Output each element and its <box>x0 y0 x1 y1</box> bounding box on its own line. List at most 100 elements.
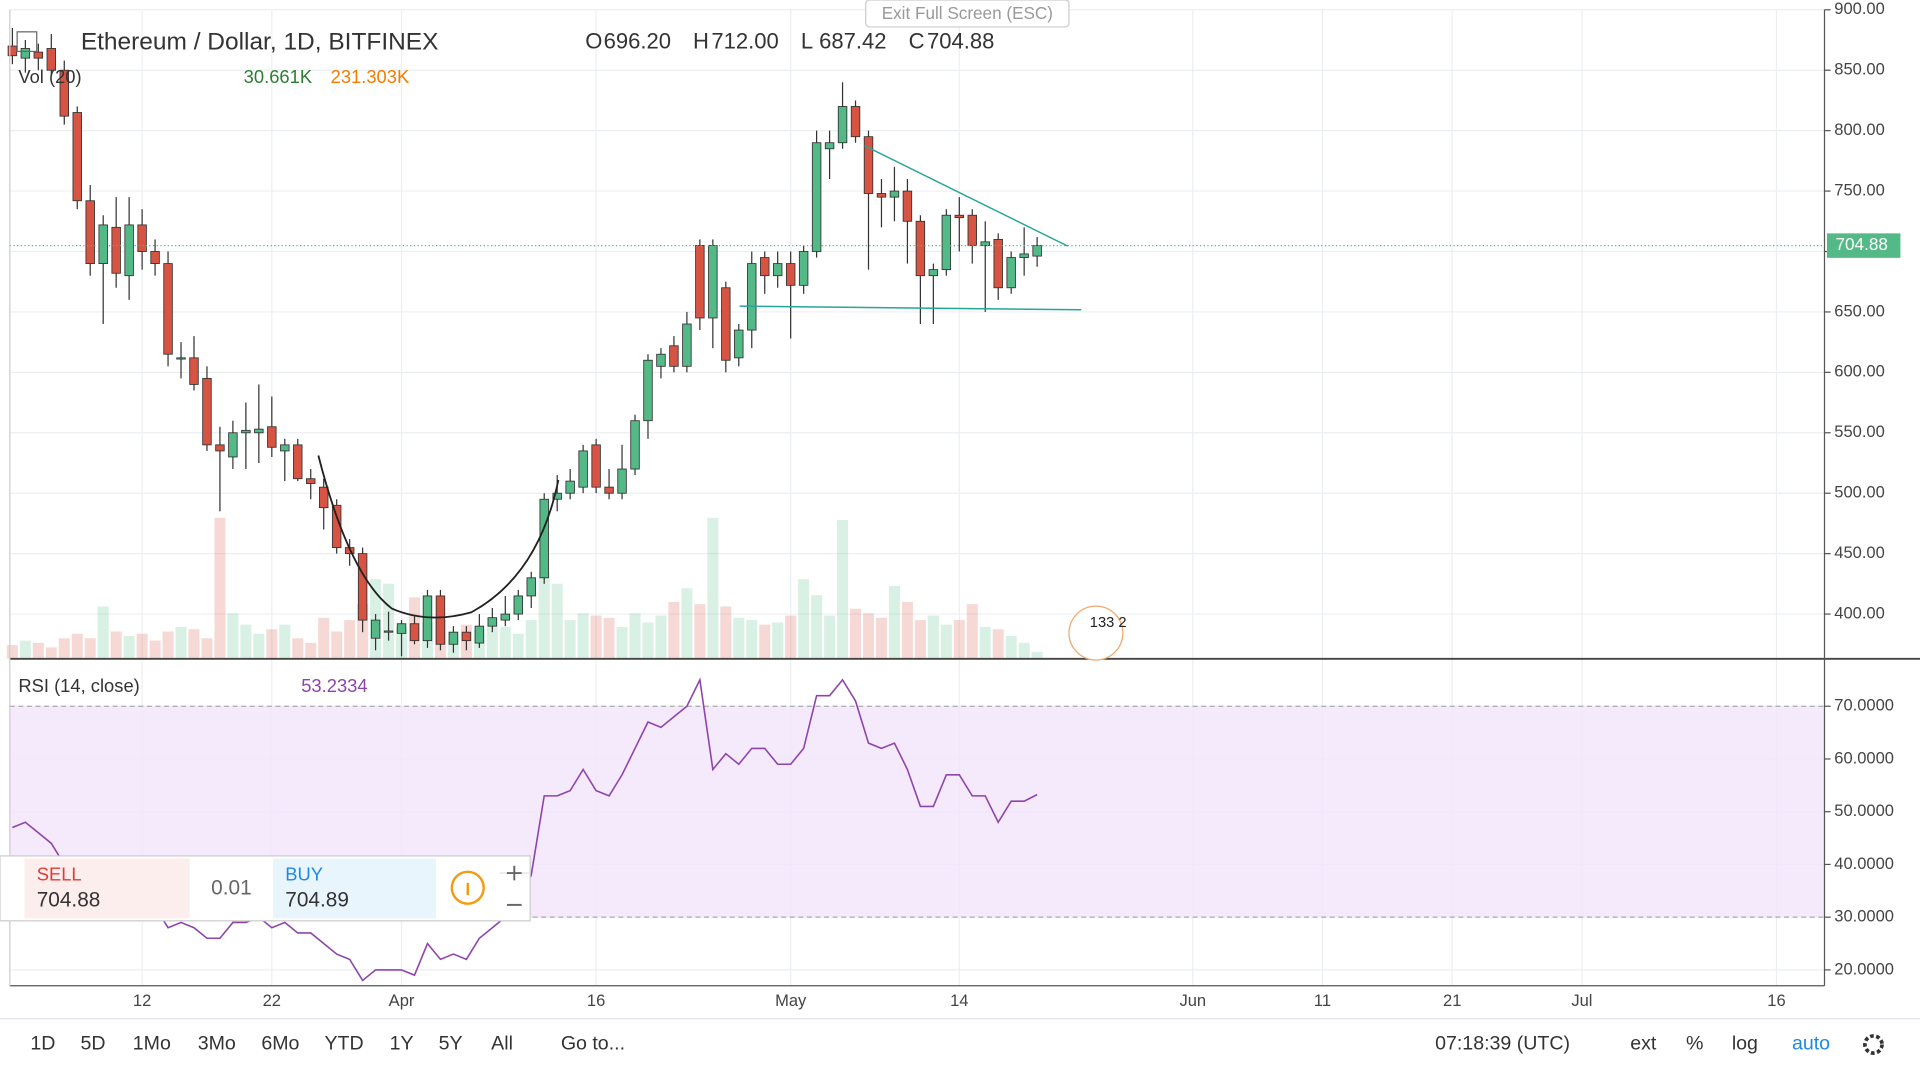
option-button[interactable]: ext <box>1630 1033 1657 1055</box>
volume-bar <box>927 615 939 659</box>
plus-icon[interactable] <box>506 865 522 881</box>
rsi-value: 53.2334 <box>301 675 367 696</box>
volume-bar <box>720 606 732 659</box>
x-tick-label: 16 <box>1767 991 1785 1010</box>
candle-body <box>241 429 251 434</box>
range-button[interactable]: 1Y <box>390 1033 414 1055</box>
y-tick-label: 850.00 <box>1834 60 1885 79</box>
candle-body <box>552 492 562 500</box>
range-button[interactable]: 3Mo <box>198 1033 236 1055</box>
candle-body <box>98 224 108 265</box>
volume-bar <box>188 629 200 659</box>
option-button[interactable]: auto <box>1792 1033 1830 1055</box>
buy-label[interactable]: BUY <box>285 863 323 884</box>
volume-bar <box>84 638 96 659</box>
volume-bar <box>525 620 537 659</box>
range-button[interactable]: YTD <box>324 1033 363 1055</box>
candle-body <box>863 136 874 194</box>
buy-price[interactable]: 704.89 <box>285 889 349 912</box>
info-icon[interactable] <box>450 870 485 905</box>
sell-button[interactable] <box>24 858 190 919</box>
sell-price[interactable]: 704.88 <box>37 889 101 912</box>
legend-value: 712.00 <box>711 29 778 54</box>
volume-bar <box>175 626 187 659</box>
y-tick-label: 750.00 <box>1834 180 1885 199</box>
x-tick-label: Apr <box>389 991 415 1010</box>
candle-body <box>267 426 277 448</box>
y-tick-label: 450.00 <box>1834 543 1885 562</box>
candle-body <box>656 353 666 367</box>
legend-key: O <box>585 29 602 54</box>
candle-body <box>1006 257 1016 289</box>
candle-body <box>46 48 57 71</box>
candle-body <box>811 142 822 252</box>
candle-body <box>318 486 329 509</box>
candle-body <box>980 241 990 246</box>
volume-bar <box>6 645 18 659</box>
volume-bar <box>1031 651 1043 659</box>
volume-bar <box>123 636 135 659</box>
candle-body <box>396 623 407 634</box>
legend-key: L <box>801 29 813 54</box>
candle-body <box>682 323 692 367</box>
volume-bar <box>681 588 693 659</box>
volume-bar <box>32 642 44 659</box>
event-badge[interactable] <box>1068 605 1124 661</box>
candle-body <box>578 450 588 488</box>
goto-button[interactable]: Go to... <box>561 1033 625 1055</box>
candle-body <box>785 263 796 286</box>
volume-bar <box>71 633 83 659</box>
rsi-tick-label: 20.0000 <box>1834 959 1894 978</box>
volume-bar <box>914 620 926 659</box>
collapse-icon[interactable] <box>16 31 38 53</box>
candle-body <box>1019 253 1029 258</box>
chart-title: Ethereum / Dollar, 1D, BITFINEX <box>81 28 439 55</box>
candle-body <box>85 200 95 265</box>
volume-bar <box>642 622 654 659</box>
volume-bar <box>629 613 641 659</box>
volume-bar <box>862 613 875 659</box>
candle-body <box>902 190 913 222</box>
event-badge-label[interactable]: 133 2 <box>1090 615 1127 631</box>
volume-bar <box>136 633 148 659</box>
volume-bar <box>162 631 174 659</box>
candle-body <box>928 269 939 277</box>
legend-value: 704.88 <box>927 29 994 54</box>
y-tick-label: 900.00 <box>1834 0 1885 18</box>
y-tick-label: 500.00 <box>1834 483 1885 502</box>
x-tick-label: 11 <box>1314 991 1331 1010</box>
candle-body <box>72 112 82 202</box>
buy-button[interactable] <box>273 858 436 919</box>
volume-value: 30.661K <box>244 66 313 87</box>
range-button[interactable]: All <box>491 1033 513 1055</box>
volume-bar <box>603 617 615 659</box>
option-button[interactable]: log <box>1732 1033 1758 1055</box>
rsi-tick-label: 60.0000 <box>1834 748 1894 767</box>
y-tick-label: 550.00 <box>1834 422 1885 441</box>
volume-bar <box>953 620 965 659</box>
volume-bar <box>266 629 278 659</box>
range-button[interactable]: 5D <box>81 1033 106 1055</box>
volume-bar <box>759 624 771 659</box>
volume-bar <box>253 633 265 659</box>
candle-body <box>20 48 31 59</box>
volume-bar <box>538 572 550 659</box>
volume-bar <box>888 586 900 659</box>
range-button[interactable]: 5Y <box>439 1033 463 1055</box>
volume-bar <box>577 613 589 659</box>
exit-fullscreen-label[interactable]: Exit Full Screen (ESC) <box>882 3 1053 23</box>
option-button[interactable]: % <box>1686 1033 1703 1055</box>
sell-label[interactable]: SELL <box>37 863 82 884</box>
volume-bar <box>1018 642 1030 659</box>
exit-fullscreen-button[interactable] <box>865 0 1070 28</box>
quantity[interactable]: 0.01 <box>211 876 251 899</box>
range-button[interactable]: 6Mo <box>261 1033 299 1055</box>
x-tick-label: 14 <box>950 991 968 1010</box>
range-button[interactable]: 1D <box>30 1033 55 1055</box>
volume-bar <box>901 601 913 659</box>
candle-body <box>111 226 121 274</box>
range-button[interactable]: 1Mo <box>133 1033 171 1055</box>
clock: 07:18:39 (UTC) <box>1435 1033 1570 1055</box>
candle-body <box>643 359 653 422</box>
